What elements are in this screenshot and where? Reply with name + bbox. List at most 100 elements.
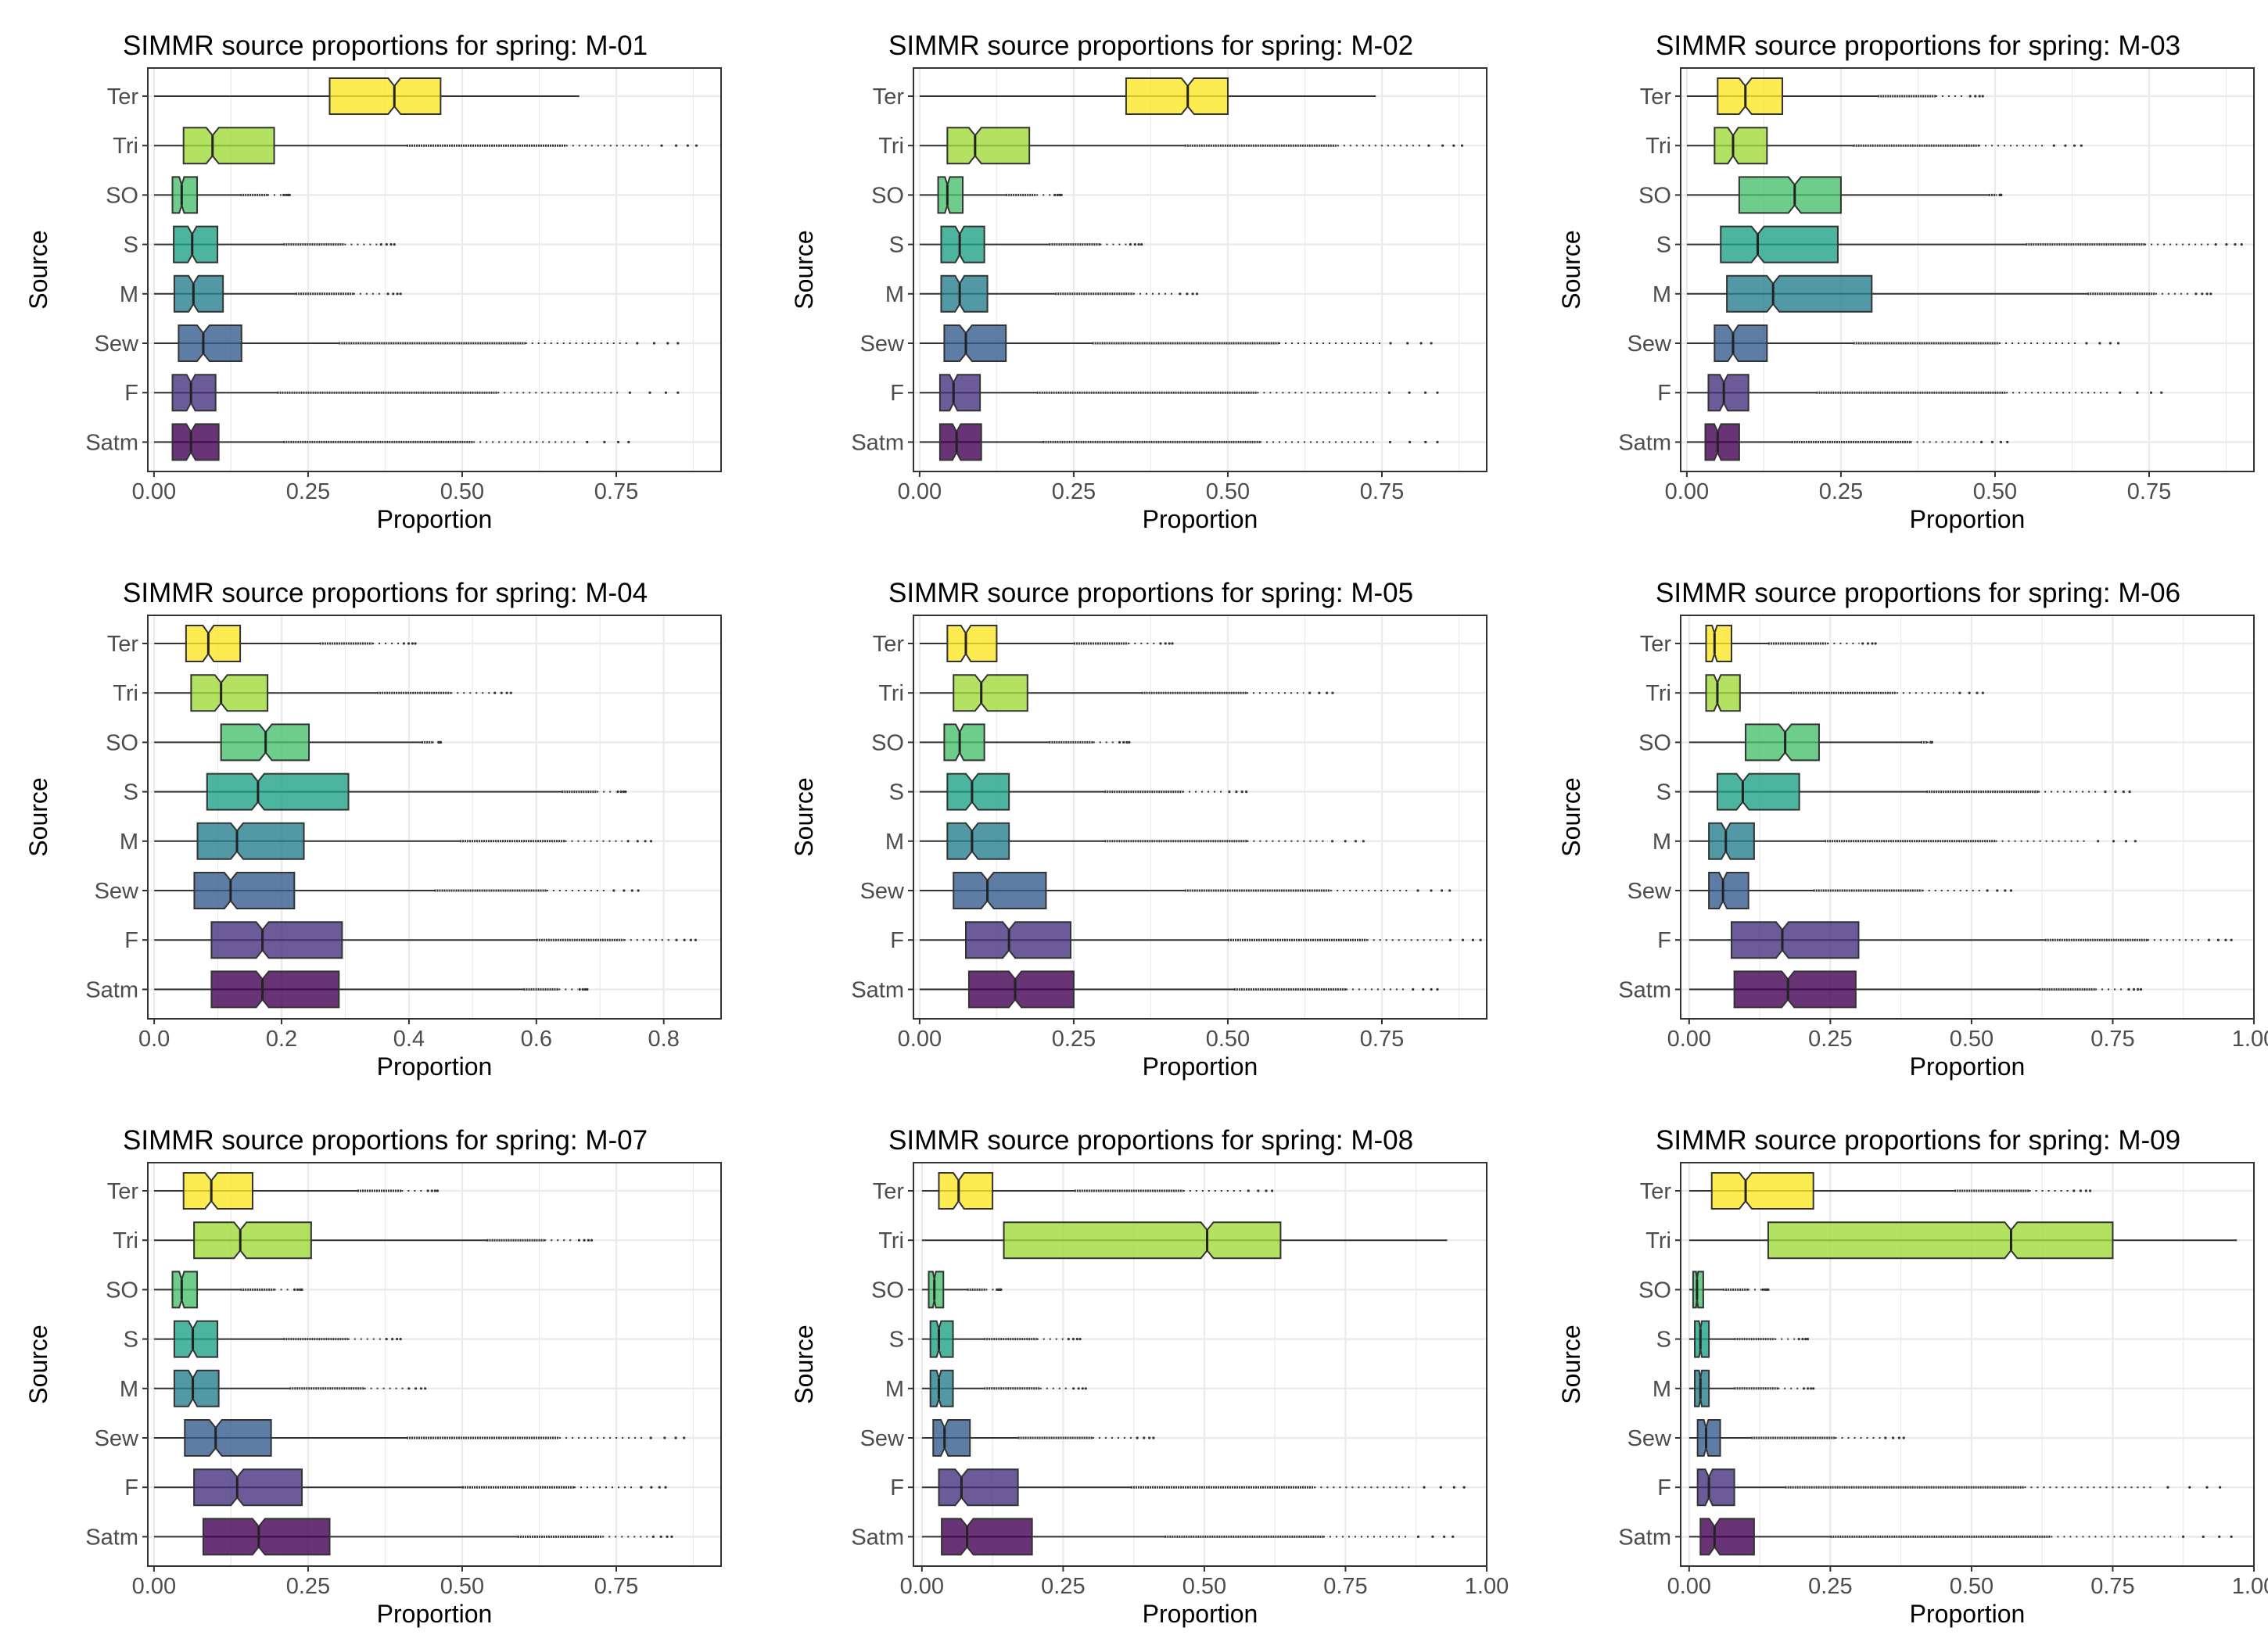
outlier-point xyxy=(1897,1436,1901,1439)
outlier-point xyxy=(1389,342,1392,345)
outlier-point xyxy=(1978,95,1981,98)
box-s xyxy=(919,773,1248,811)
outlier-point xyxy=(424,1387,427,1390)
outlier-point xyxy=(624,790,627,794)
box-satm xyxy=(1688,1518,2233,1556)
outlier-point xyxy=(2080,144,2083,147)
x-tick-label: 0.00 xyxy=(898,1027,942,1052)
y-tick-label: Tri xyxy=(113,1228,138,1253)
box-f xyxy=(154,921,698,959)
box-body xyxy=(967,970,1075,1009)
outlier-point xyxy=(2201,292,2204,296)
outlier-point xyxy=(675,938,678,941)
x-tick-label: 1.00 xyxy=(2232,1027,2268,1052)
box-m xyxy=(1686,274,2212,313)
outlier-point xyxy=(1409,440,1412,444)
outlier-point xyxy=(1980,440,1983,444)
box-body xyxy=(964,921,1071,959)
y-axis-title: Source xyxy=(1557,230,1585,309)
outlier-point xyxy=(1136,1436,1139,1439)
outlier-point xyxy=(2209,292,2212,296)
outlier-point xyxy=(694,938,698,941)
x-tick-label: 0.00 xyxy=(900,1574,944,1599)
y-tick-label: S xyxy=(124,780,138,805)
panel-m-07: Ter Tri SO SM Sew F Satm 0.00 0.25 0.50 0.75 Propor… xyxy=(24,1125,722,1628)
outlier-point xyxy=(391,1338,394,1341)
box-body xyxy=(190,674,269,712)
y-tick-label: Satm xyxy=(85,977,138,1002)
outlier-point xyxy=(288,193,291,196)
outlier-point xyxy=(1416,1535,1420,1538)
outlier-point xyxy=(689,938,692,941)
y-tick-label: S xyxy=(889,780,904,805)
outlier-point xyxy=(644,840,647,843)
outlier-point xyxy=(419,1387,423,1390)
outlier-point xyxy=(2052,144,2055,147)
outlier-point xyxy=(1423,1486,1426,1489)
y-tick-label: F xyxy=(1657,928,1671,953)
outlier-point xyxy=(407,642,411,645)
outlier-point xyxy=(393,243,396,246)
outlier-point xyxy=(2132,988,2136,991)
outlier-point xyxy=(1071,1338,1075,1341)
box-body xyxy=(1705,674,1741,712)
y-tick-label: M xyxy=(885,830,904,855)
outlier-point xyxy=(433,1189,436,1192)
outlier-point xyxy=(2124,840,2128,843)
y-tick-label: F xyxy=(1657,1475,1671,1500)
box-body xyxy=(929,1369,954,1407)
outlier-point xyxy=(636,840,639,843)
outlier-point xyxy=(2224,938,2227,941)
outlier-point xyxy=(1436,391,1439,394)
x-tick-label: 0.75 xyxy=(2127,479,2171,504)
y-tick-label: Ter xyxy=(1640,1179,1672,1204)
x-tick-label: 0.4 xyxy=(393,1027,425,1052)
outlier-point xyxy=(1802,1387,1806,1390)
box-sew xyxy=(153,324,680,362)
outlier-point xyxy=(385,243,388,246)
box-body xyxy=(206,773,350,811)
y-tick-label: SO xyxy=(1638,1278,1671,1303)
box-body xyxy=(1738,176,1842,214)
box-m xyxy=(919,822,1365,860)
x-tick-label: 0.50 xyxy=(440,479,484,504)
outlier-point xyxy=(2122,790,2125,794)
outlier-point xyxy=(1804,1338,1807,1341)
outlier-point xyxy=(2098,342,2101,345)
outlier-point xyxy=(637,889,640,892)
outlier-point xyxy=(1976,691,1979,694)
outlier-point xyxy=(1767,1288,1770,1291)
plot-frame xyxy=(147,67,722,472)
x-tick-label: 0.75 xyxy=(2090,1574,2134,1599)
y-axis-title: Source xyxy=(24,230,52,309)
y-tick-label: Sew xyxy=(1627,332,1672,357)
y-tick-label: Satm xyxy=(851,1525,904,1550)
box-m xyxy=(154,822,653,860)
outlier-point xyxy=(640,1486,643,1489)
outlier-point xyxy=(1431,1535,1434,1538)
box-body xyxy=(946,822,1010,860)
box-tri xyxy=(154,674,512,712)
outlier-point xyxy=(1448,889,1452,892)
outlier-point xyxy=(1129,243,1132,246)
outlier-point xyxy=(1990,440,1994,444)
box-m xyxy=(921,1369,1087,1407)
outlier-point xyxy=(586,440,589,444)
outlier-point xyxy=(2216,938,2220,941)
outlier-point xyxy=(2072,1189,2076,1192)
box-satm xyxy=(1688,970,2143,1009)
y-tick-label: M xyxy=(1653,282,1671,307)
box-body xyxy=(953,674,1028,712)
outlier-point xyxy=(1388,440,1392,444)
outlier-point xyxy=(2149,391,2153,394)
box-ter xyxy=(919,77,1376,115)
outlier-point xyxy=(2181,1535,2185,1538)
box-body xyxy=(940,225,985,263)
outlier-point xyxy=(1461,938,1465,941)
outlier-point xyxy=(436,1189,440,1192)
outlier-point xyxy=(676,391,680,394)
outlier-point xyxy=(1974,95,1977,98)
box-body xyxy=(1714,324,1768,362)
x-tick-label: 0.75 xyxy=(594,479,638,504)
panel-m-03: Ter Tri SO SM Sew F Satm 0.00 0.25 0.50 0.75 Propor… xyxy=(1557,30,2255,533)
